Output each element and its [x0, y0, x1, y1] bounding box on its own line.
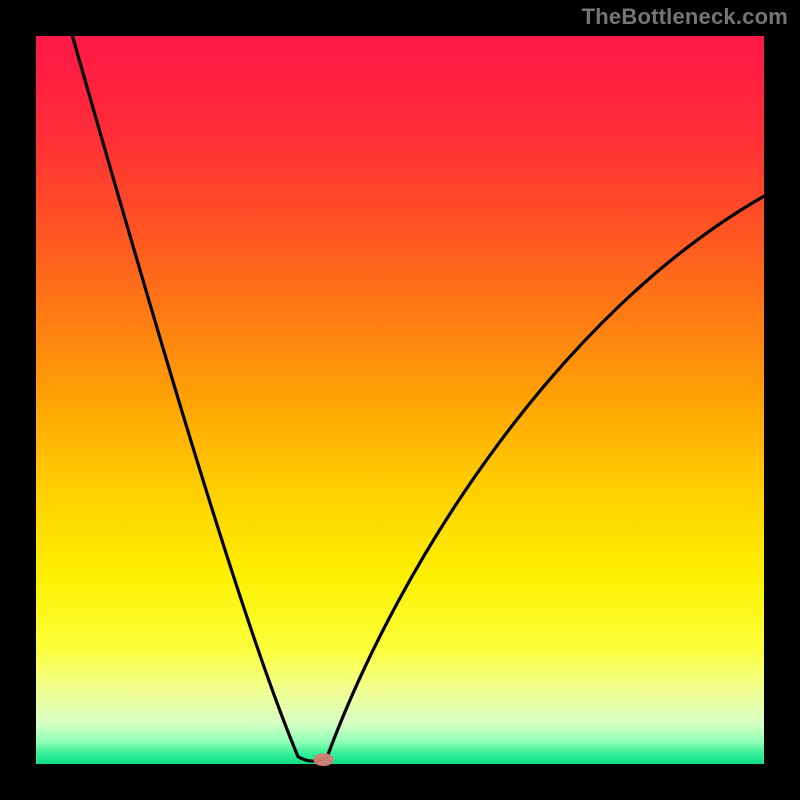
optimum-marker	[313, 753, 333, 766]
watermark-text: TheBottleneck.com	[582, 4, 788, 30]
bottleneck-curve	[36, 36, 764, 764]
v-curve-path	[72, 36, 764, 761]
